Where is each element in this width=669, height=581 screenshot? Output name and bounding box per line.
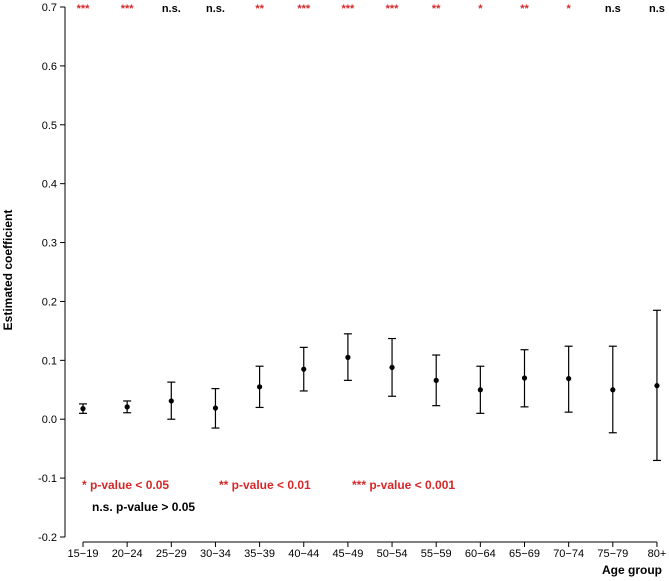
x-tick-label: 20−24 [112, 548, 143, 560]
x-tick-label: 65−69 [509, 548, 540, 560]
x-tick-label: 50−54 [377, 548, 408, 560]
x-tick-label: 15−19 [68, 548, 99, 560]
legend-entry: ** p-value < 0.01 [219, 478, 311, 492]
legend: * p-value < 0.05 ** p-value < 0.01 *** p-v… [82, 478, 455, 514]
x-tick-label: 30−34 [200, 548, 231, 560]
data-point [168, 398, 174, 404]
x-tick-label: 75−79 [597, 548, 628, 560]
x-tick-label: 35−39 [244, 548, 275, 560]
y-tick-label: 0.6 [42, 61, 57, 73]
legend-entry: *** p-value < 0.001 [352, 478, 455, 492]
x-axis-title: Age group [602, 563, 662, 577]
y-tick-label: -0.1 [38, 473, 57, 485]
y-tick-label: 0.4 [42, 179, 57, 191]
significance-label: n.s. [206, 3, 225, 15]
significance-label: ** [432, 3, 441, 15]
x-tick-label: 55−59 [421, 548, 452, 560]
data-point [124, 404, 130, 410]
data-point [212, 405, 219, 411]
significance-label: *** [341, 3, 355, 15]
y-axis-title: Estimated coefficient [1, 210, 15, 331]
axes: -0.2 -0.1 0.0 0.1 0.2 0.3 0.4 0.5 0.6 0.7 15−19 20−… [38, 2, 666, 560]
y-tick-label: 0.3 [42, 238, 57, 250]
significance-label: * [567, 3, 572, 15]
significance-label: n.s. [162, 3, 181, 15]
x-tick-label: 45−49 [332, 548, 363, 560]
data-point [433, 377, 439, 383]
data-marks [79, 309, 661, 462]
x-tick-label: 60−64 [465, 548, 496, 560]
y-tick-label: 0.2 [42, 296, 57, 308]
data-point [610, 387, 616, 393]
significance-label: *** [386, 3, 400, 15]
y-tick-label: 0.1 [42, 355, 57, 367]
x-tick-label: 70−74 [553, 548, 584, 560]
data-point [566, 375, 572, 382]
x-tick-label: 40−44 [288, 548, 319, 560]
data-point [80, 406, 86, 412]
y-tick-label: 0.5 [42, 120, 57, 132]
data-point [257, 384, 263, 390]
data-point [301, 366, 307, 372]
significance-label: *** [121, 3, 135, 15]
significance-annotations: *** *** n.s. n.s. ** *** *** *** ** * ** * n.s n.s [77, 3, 665, 15]
significance-label: n.s [649, 3, 665, 15]
significance-label: * [478, 3, 483, 15]
y-tick-label: -0.2 [38, 532, 57, 544]
x-tick-label: 80+ [648, 548, 667, 560]
y-tick-label: 0.7 [42, 2, 57, 14]
legend-entry: n.s. p-value > 0.05 [92, 500, 195, 514]
data-point [345, 354, 351, 360]
data-point [477, 387, 483, 393]
significance-label: n.s [605, 3, 621, 15]
data-point [389, 364, 395, 370]
data-point [654, 383, 660, 389]
significance-label: ** [520, 3, 529, 15]
legend-entry: * p-value < 0.05 [82, 478, 169, 492]
significance-label: *** [77, 3, 91, 15]
y-tick-label: 0.0 [42, 414, 57, 426]
x-tick-label: 25−29 [156, 548, 187, 560]
significance-label: *** [297, 3, 311, 15]
data-point [521, 375, 528, 381]
significance-label: ** [255, 3, 264, 15]
